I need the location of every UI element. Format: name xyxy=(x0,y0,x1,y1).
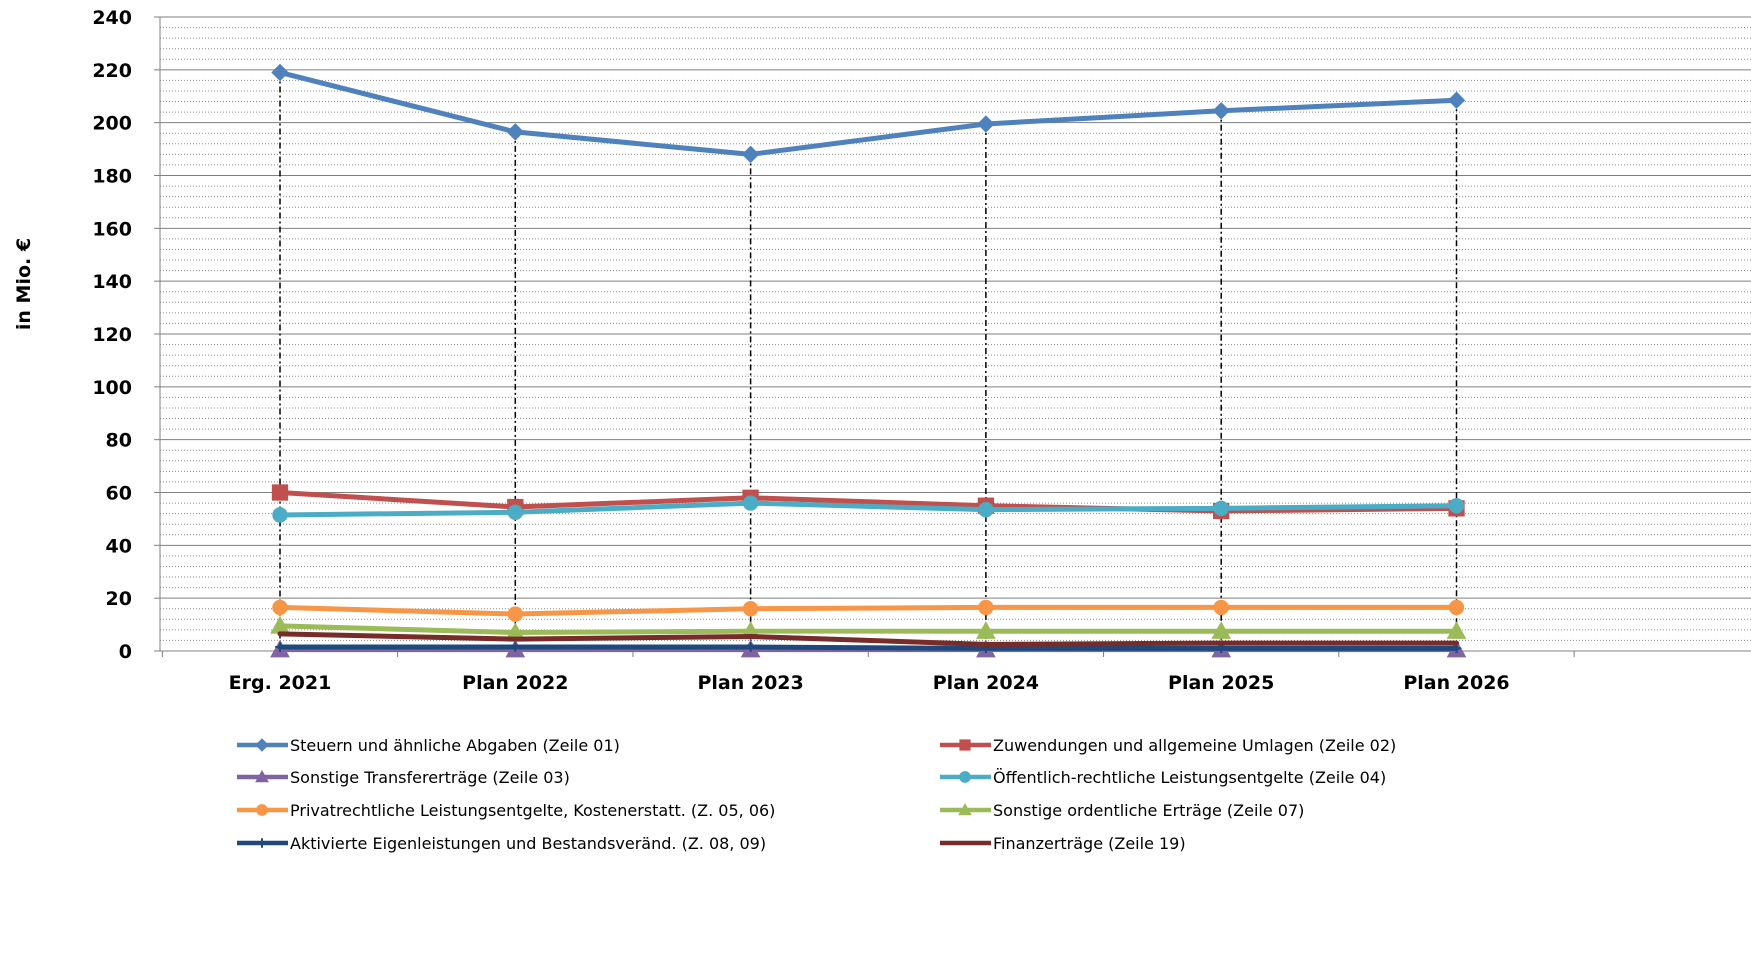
y-tick-label: 120 xyxy=(92,324,132,346)
data-point xyxy=(272,599,288,616)
legend-marker xyxy=(256,804,268,816)
legend-label: Aktivierte Eigenleistungen und Bestandsv… xyxy=(290,834,766,853)
legend: Steuern und ähnliche Abgaben (Zeile 01) Z… xyxy=(237,736,1396,853)
legend-label: Zuwendungen und allgemeine Umlagen (Zeil… xyxy=(993,736,1396,755)
legend-label: Öffentlich-rechtliche Leistungsentgelte … xyxy=(993,768,1386,787)
data-point xyxy=(507,606,523,622)
legend-item: Sonstige Transfererträge (Zeile 03) xyxy=(237,768,570,787)
series-4 xyxy=(272,495,1465,523)
minor-gridlines xyxy=(160,27,1751,641)
legend-item: Steuern und ähnliche Abgaben (Zeile 01) xyxy=(237,736,620,755)
data-point xyxy=(1447,91,1466,109)
data-point xyxy=(978,501,994,518)
y-tick-label: 160 xyxy=(92,218,132,240)
data-point xyxy=(510,642,521,652)
series-8 xyxy=(277,631,1459,647)
legend-marker xyxy=(959,771,971,783)
series-1 xyxy=(271,63,1466,164)
data-point xyxy=(1213,599,1229,616)
legend-label: Privatrechtliche Leistungsentgelte, Kost… xyxy=(290,801,775,820)
y-tick-label: 0 xyxy=(119,641,132,663)
y-axis-title: in Mio. € xyxy=(13,238,35,330)
legend-marker xyxy=(255,769,269,783)
legend-label: Finanzerträge (Zeile 19) xyxy=(993,834,1186,853)
y-tick-label: 60 xyxy=(106,483,132,505)
legend-item: Zuwendungen und allgemeine Umlagen (Zeil… xyxy=(940,736,1396,755)
y-tick-label: 180 xyxy=(92,166,132,188)
series-line xyxy=(277,623,1459,636)
data-point xyxy=(977,115,995,133)
legend-label: Sonstige ordentliche Erträge (Zeile 07) xyxy=(993,801,1304,820)
data-point xyxy=(1446,621,1467,639)
data-point xyxy=(271,63,289,82)
y-tick-label: 40 xyxy=(106,535,132,557)
data-point xyxy=(1448,599,1465,616)
data-point xyxy=(272,507,288,523)
data-point xyxy=(978,599,994,616)
y-tick-labels: 0 20 40 60 80 100 120 140 160 180 200 220 240 xyxy=(92,7,160,663)
data-point xyxy=(1212,102,1230,120)
legend-item: Sonstige ordentliche Erträge (Zeile 07) xyxy=(940,801,1304,820)
legend-item: Öffentlich-rechtliche Leistungsentgelte … xyxy=(940,768,1386,787)
x-tick-label: Plan 2025 xyxy=(1168,672,1274,694)
data-point xyxy=(1213,500,1229,517)
series-line xyxy=(277,490,1459,514)
y-tick-label: 240 xyxy=(92,7,132,29)
legend-marker xyxy=(958,802,972,816)
x-tick-label: Plan 2024 xyxy=(933,672,1039,694)
series-line xyxy=(277,631,1459,647)
data-point xyxy=(745,642,756,652)
x-tick-label: Plan 2026 xyxy=(1403,672,1509,694)
legend-item: Aktivierte Eigenleistungen und Bestandsv… xyxy=(237,834,766,853)
data-point xyxy=(271,484,289,501)
legend-marker xyxy=(257,838,267,848)
data-point xyxy=(275,642,285,652)
data-point xyxy=(506,123,525,141)
data-point xyxy=(742,495,759,511)
series-line xyxy=(277,500,1459,518)
y-tick-label: 100 xyxy=(92,377,132,399)
x-tick-label: Plan 2022 xyxy=(462,672,568,694)
y-tick-label: 200 xyxy=(92,113,132,135)
series-line xyxy=(277,644,1459,651)
legend-item: Finanzerträge (Zeile 19) xyxy=(940,834,1186,853)
x-tick-label: Plan 2023 xyxy=(697,672,803,694)
data-point xyxy=(507,504,523,521)
y-tick-label: 140 xyxy=(92,271,132,293)
legend-marker xyxy=(959,739,971,751)
y-tick-label: 20 xyxy=(106,588,132,610)
data-point xyxy=(742,601,759,617)
series-line xyxy=(277,69,1459,157)
series-5 xyxy=(272,599,1465,622)
data-point xyxy=(741,145,760,164)
legend-label: Sonstige Transfererträge (Zeile 03) xyxy=(290,768,570,787)
y-tick-label: 80 xyxy=(106,430,132,452)
data-point xyxy=(1211,621,1232,639)
y-tick-label: 220 xyxy=(92,60,132,82)
legend-marker xyxy=(255,738,269,752)
legend-item: Privatrechtliche Leistungsentgelte, Kost… xyxy=(237,801,775,820)
legend-label: Steuern und ähnliche Abgaben (Zeile 01) xyxy=(290,736,620,755)
data-point xyxy=(976,621,996,639)
series-line xyxy=(277,604,1459,617)
data-point xyxy=(1448,498,1465,514)
drop-lines xyxy=(279,72,1458,651)
x-tick-labels: Erg. 2021 Plan 2022 Plan 2023 Plan 2024 Plan… xyxy=(229,672,1510,694)
x-tick-label: Erg. 2021 xyxy=(229,672,332,694)
major-gridlines xyxy=(160,16,1751,652)
